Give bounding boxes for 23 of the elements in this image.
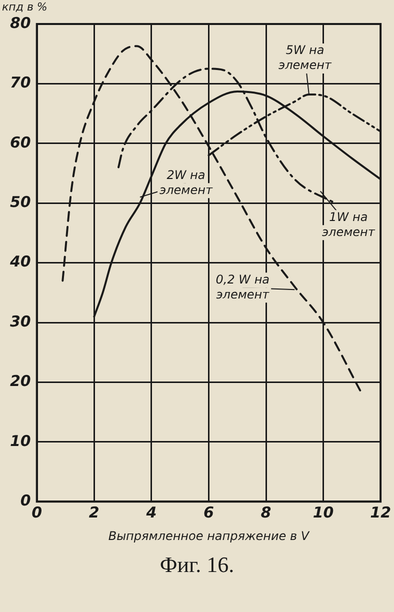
annotation: 0,2 W на элемент [216,272,270,302]
x-tick-label: 10 [312,503,334,522]
x-tick-label: 8 [260,503,272,522]
y-tick-label: 50 [10,192,31,211]
y-tick-label: 40 [9,252,31,271]
text: Фиг. 16. [158,552,236,578]
y-tick-label: 0 [20,491,31,510]
y-tick-label: 80 [10,14,31,32]
x-tick-label: 4 [145,503,157,522]
x-tick-label: 2 [88,503,100,522]
annotation: 5W на элемент [278,43,332,72]
y-tick-label: 70 [10,74,31,92]
y-tick-label: 10 [10,432,31,450]
annotation: 2W на элемент [160,168,214,197]
annotation: 1W на элемент [322,210,376,239]
x-tick-label: 0 [32,503,42,522]
x-tick-label: 6 [204,503,214,522]
x-axis-title: Выпрямленное напряжение в V [108,528,310,543]
y-tick-label: 30 [10,312,31,330]
x-tick-label: 12 [370,503,391,522]
y-tick-label: 60 [10,133,31,152]
y-axis-title: кпд в % [2,0,48,14]
y-tick-label: 20 [10,372,31,390]
